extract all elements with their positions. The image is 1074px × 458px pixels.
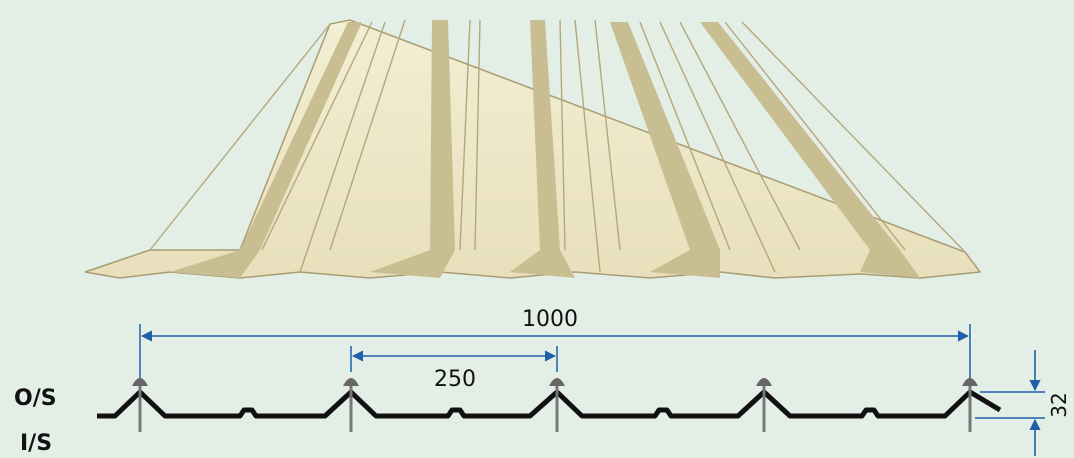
depth-label: 32: [1047, 392, 1071, 417]
profile-line: [97, 389, 1002, 419]
pitch-label: 250: [434, 367, 476, 392]
fastener-screw-icon: [756, 378, 772, 432]
rib-shadow-1: [170, 22, 362, 278]
fastener-screw-icon: [549, 378, 565, 432]
fastener-screw-icon: [962, 378, 978, 432]
fasteners: [132, 378, 978, 432]
overall-width-dimension: 1000: [139, 307, 971, 380]
rib-lines: [149, 19, 966, 273]
overall-width-label: 1000: [522, 307, 578, 332]
outer-side-label: O/S: [14, 386, 57, 411]
rib-shadow-5: [700, 22, 920, 278]
rib-shadow-2: [370, 20, 455, 278]
roof-sheet-illustration: [84, 19, 982, 279]
rib-shadow-4: [610, 22, 720, 278]
rib-shadow-3: [510, 20, 575, 278]
fastener-screw-icon: [343, 378, 359, 432]
pitch-dimension: 250: [350, 346, 558, 392]
profile-section: [97, 389, 1002, 419]
depth-dimension: 32: [975, 350, 1071, 456]
inner-side-label: I/S: [20, 431, 52, 456]
fastener-screw-icon: [132, 378, 148, 432]
